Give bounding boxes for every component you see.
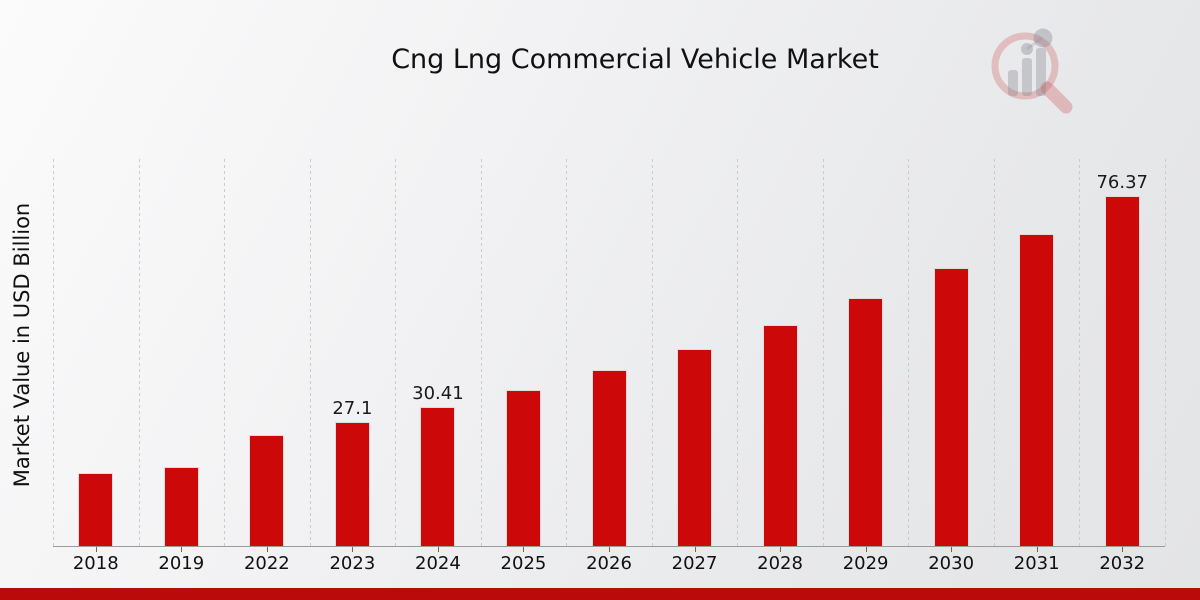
x-tick-label: 2024: [415, 553, 461, 574]
plot-area: 27.1 30.41 76.37: [53, 159, 1166, 552]
x-axis-tick: [780, 547, 782, 552]
gridline: [309, 159, 311, 546]
x-tick-label: 2031: [1013, 553, 1060, 574]
x-tick-label: 2018: [72, 553, 119, 574]
x-axis-tick: [352, 547, 354, 552]
bar-value-label: 27.1: [332, 397, 373, 419]
x-axis-tick: [266, 547, 268, 552]
gridline: [224, 159, 226, 546]
magnifier-bar-chart-logo-icon: [991, 28, 1073, 114]
x-axis-tick: [694, 547, 696, 552]
x-axis-tick: [523, 547, 525, 552]
x-tick-label: 2026: [586, 553, 632, 574]
bar-2031: [1019, 233, 1055, 546]
gridline: [822, 159, 824, 546]
bar-2023: [334, 421, 370, 546]
bar-2032: [1104, 195, 1140, 546]
bar-2024: [420, 406, 456, 546]
y-axis-label: Market Value in USD Billion: [10, 202, 34, 488]
x-tick-label: 2032: [1099, 553, 1146, 574]
x-tick-label: 2027: [671, 553, 718, 574]
bar-value-label: 30.41: [412, 382, 464, 404]
gridline: [908, 159, 910, 546]
gridline: [53, 159, 54, 546]
gridline: [1079, 159, 1081, 546]
bar-2018: [78, 473, 114, 546]
x-axis-tick: [1036, 547, 1038, 552]
bar-2022: [249, 435, 285, 546]
bar-2027: [677, 348, 713, 546]
gridline: [1165, 159, 1166, 546]
gridline: [993, 159, 995, 546]
x-axis-tick: [609, 547, 610, 552]
gridline: [737, 159, 739, 546]
bar-2025: [505, 389, 541, 546]
gridline: [138, 159, 140, 546]
x-axis-tick: [865, 547, 867, 552]
bar-value-label: 76.37: [1096, 171, 1148, 193]
x-axis-tick: [437, 547, 439, 552]
bar-2030: [933, 267, 969, 546]
gridline: [395, 159, 397, 546]
x-tick-label: 2022: [243, 553, 290, 574]
bar-2026: [591, 370, 627, 546]
x-tick-label: 2029: [842, 553, 889, 574]
gridline: [480, 159, 482, 546]
footer-ribbon: [0, 588, 1200, 600]
x-axis-tick: [181, 547, 183, 552]
gridline: [651, 159, 653, 546]
bar-2019: [163, 466, 199, 546]
bar-2028: [762, 325, 798, 546]
x-tick-label: 2028: [757, 553, 803, 574]
x-tick-label: 2023: [329, 553, 376, 574]
x-axis-tick: [1122, 547, 1124, 552]
x-axis-tick: [951, 547, 953, 552]
bar-2029: [848, 297, 884, 546]
x-tick-label: 2030: [928, 553, 975, 574]
x-tick-label: 2019: [158, 553, 205, 574]
gridline: [566, 159, 568, 546]
chart-title: Cng Lng Commercial Vehicle Market: [391, 44, 879, 75]
x-axis-tick: [95, 547, 97, 552]
x-tick-label: 2025: [500, 553, 547, 574]
